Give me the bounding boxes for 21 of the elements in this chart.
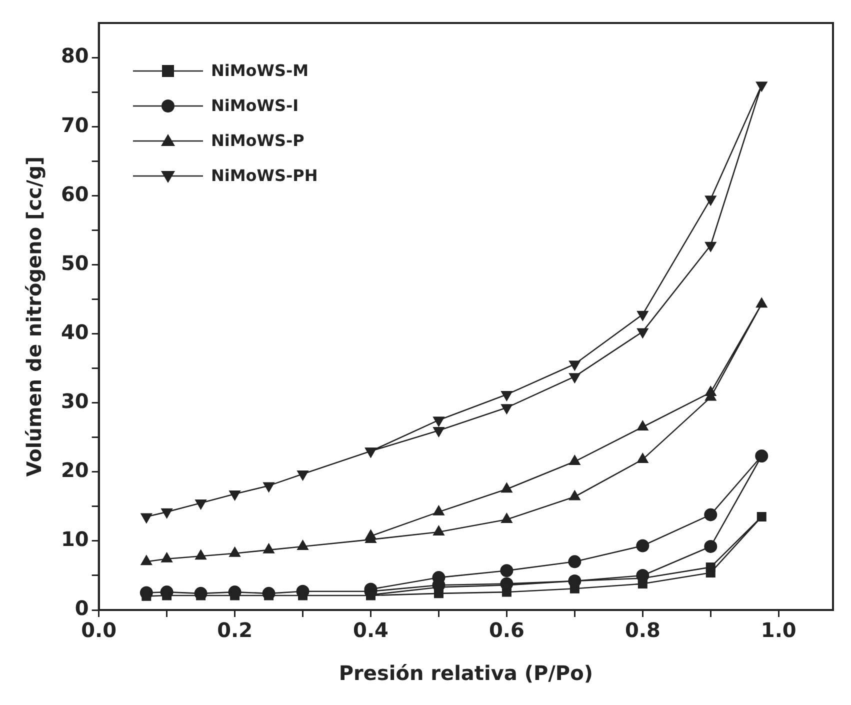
x-tick-label: 1.0 (760, 618, 796, 642)
x-axis-title: Presión relativa (P/Po) (338, 661, 593, 686)
y-tick-label: 80 (60, 44, 89, 68)
y-tick-label: 0 (74, 596, 89, 620)
y-axis-title: Volúmen de nitrógeno [cc/g] (22, 156, 46, 477)
y-tick-label: 10 (60, 527, 89, 552)
x-tick-label: 0.2 (217, 618, 253, 642)
y-tick-label: 40 (60, 320, 89, 344)
legend-label: NiMoWS-M (211, 61, 309, 80)
legend-label: NiMoWS-P (211, 131, 304, 150)
x-tick-label: 0.4 (353, 618, 388, 642)
y-tick-label: 60 (60, 182, 89, 206)
y-tick-label: 30 (60, 389, 89, 414)
y-tick-label: 70 (60, 112, 89, 137)
legend-label: NiMoWS-PH (211, 166, 318, 185)
x-tick-label: 0.0 (81, 618, 117, 642)
x-tick-label: 0.6 (488, 618, 524, 642)
y-tick-label: 50 (60, 250, 89, 275)
y-tick-label: 20 (60, 458, 89, 482)
legend-label: NiMoWS-I (211, 96, 299, 115)
x-tick-label: 0.8 (624, 618, 660, 642)
